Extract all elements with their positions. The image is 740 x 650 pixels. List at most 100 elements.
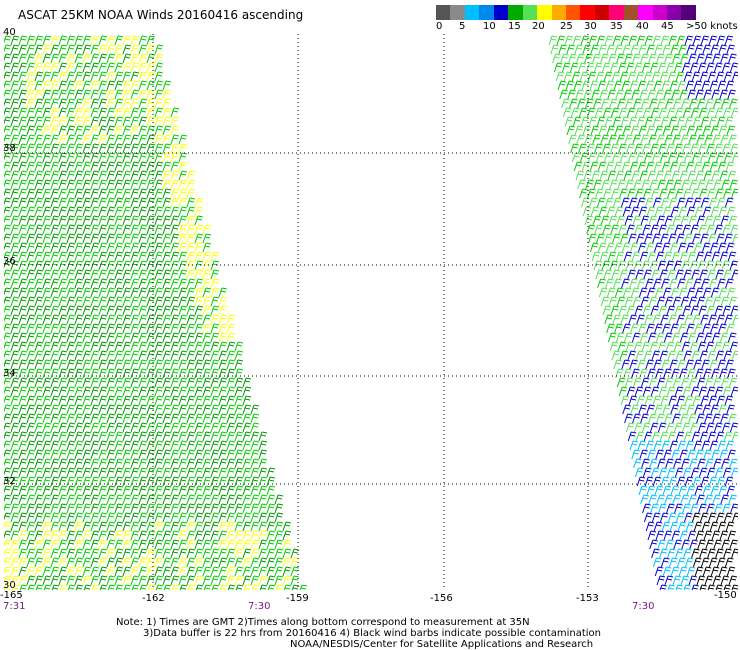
wind-barb (162, 530, 172, 541)
wind-barb (680, 215, 690, 226)
wind-barb (162, 458, 172, 469)
wind-barb (10, 179, 20, 190)
wind-barb (170, 422, 180, 433)
wind-barb (98, 485, 108, 496)
scale-label: 5 (459, 21, 466, 32)
wind-barb (162, 341, 172, 352)
wind-barb (714, 224, 723, 235)
wind-barb (578, 143, 587, 154)
wind-barb (90, 548, 100, 559)
wind-barb (234, 431, 244, 442)
wind-barb (10, 89, 20, 100)
wind-barb (90, 134, 100, 145)
wind-barb (114, 242, 124, 253)
wind-barb (34, 566, 44, 577)
wind-barb (91, 584, 100, 590)
wind-barb (4, 359, 12, 368)
wind-barb (210, 422, 220, 433)
wind-barb (634, 224, 643, 235)
wind-barb (569, 62, 579, 73)
wind-barb (660, 116, 670, 127)
wind-barb (58, 278, 68, 289)
wind-barb (202, 251, 212, 262)
wind-barb (146, 134, 156, 145)
wind-barb (596, 116, 606, 127)
wind-barb (638, 287, 648, 298)
wind-barb (611, 350, 621, 361)
wind-barb (686, 44, 695, 55)
wind-barb (66, 305, 76, 316)
wind-barb (234, 458, 244, 469)
wind-barb (82, 314, 92, 325)
wind-barb (604, 35, 614, 46)
wind-barb (218, 431, 228, 442)
wind-barb (10, 125, 20, 136)
wind-barb (130, 107, 140, 118)
wind-barb (709, 161, 719, 172)
wind-barb (234, 467, 244, 478)
wind-barb (122, 548, 132, 559)
wind-barb (50, 404, 60, 415)
scale-label: >50 knots (686, 21, 738, 32)
wind-barb (4, 35, 12, 44)
wind-barb (688, 413, 697, 424)
wind-barb (675, 71, 685, 82)
wind-barb (638, 206, 648, 217)
wind-barb (680, 296, 690, 307)
wind-barb (671, 449, 680, 460)
wind-barb (90, 350, 100, 361)
wind-barb (130, 269, 140, 280)
wind-barb (623, 368, 632, 379)
wind-barb (685, 278, 694, 289)
wind-barb (58, 377, 68, 388)
wind-barb (588, 197, 598, 208)
wind-barb (82, 566, 92, 577)
wind-barb (10, 269, 20, 280)
wind-barb (42, 98, 52, 109)
wind-barb (202, 341, 212, 352)
wind-barb (66, 314, 76, 325)
wind-barb (684, 233, 693, 244)
wind-barb (66, 80, 76, 91)
wind-barb (655, 170, 665, 181)
wind-barb (178, 161, 188, 172)
wind-barb (712, 296, 722, 307)
wind-barb (651, 152, 661, 163)
wind-barb (704, 215, 714, 226)
wind-barb (82, 476, 92, 487)
wind-barb (709, 359, 718, 370)
wind-barb (82, 440, 92, 451)
wind-barb (4, 233, 12, 242)
wind-barb (18, 233, 28, 244)
wind-barb (600, 53, 609, 64)
wind-barb (706, 305, 716, 316)
wind-barb (98, 296, 108, 307)
wind-barb (10, 557, 20, 568)
wind-barb (705, 458, 714, 469)
wind-barb (74, 521, 84, 532)
wind-barb (66, 512, 76, 523)
wind-barb (669, 161, 679, 172)
wind-barb (641, 179, 650, 190)
wind-barb (26, 548, 36, 559)
wind-barb (138, 71, 148, 82)
wind-barb (34, 350, 44, 361)
wind-barb (26, 296, 36, 307)
wind-barb (138, 35, 148, 46)
wind-barb (685, 80, 695, 91)
wind-barb (50, 476, 60, 487)
wind-barb (618, 107, 628, 118)
wind-barb (186, 413, 196, 424)
wind-barb (82, 80, 92, 91)
wind-barb (186, 197, 196, 208)
wind-barb (98, 134, 108, 145)
wind-barb (98, 386, 108, 397)
wind-barb (218, 332, 228, 343)
wind-barb (561, 62, 571, 73)
wind-barb (712, 215, 722, 226)
wind-barb (731, 350, 738, 361)
wind-barb (42, 341, 52, 352)
wind-barb (146, 395, 156, 406)
wind-barb (586, 107, 596, 118)
wind-barb (690, 143, 699, 154)
